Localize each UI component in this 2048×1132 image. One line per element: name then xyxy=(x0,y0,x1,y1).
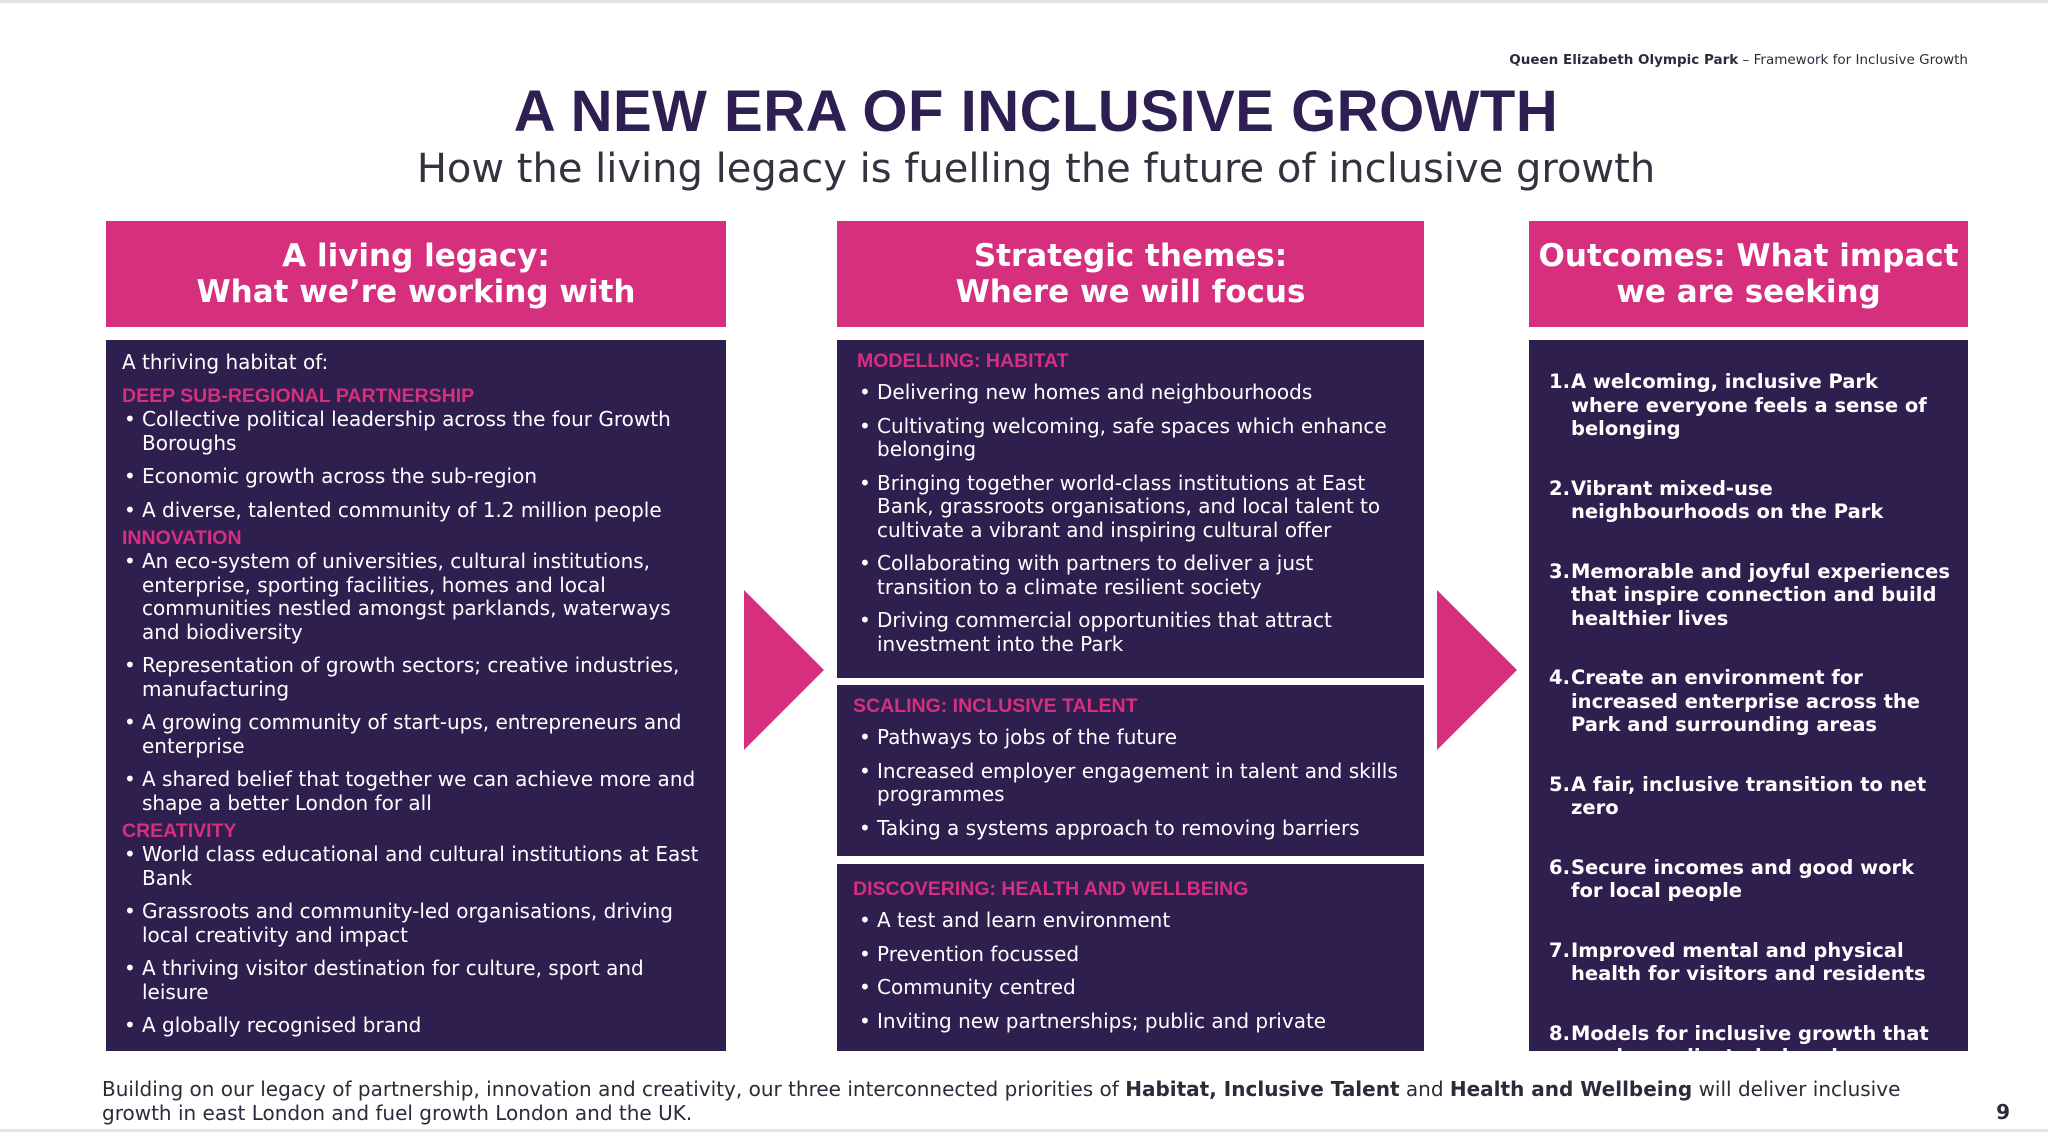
partnership-section-title: DEEP SUB-REGIONAL PARTNERSHIP xyxy=(122,385,475,407)
footer-habitat: Habitat xyxy=(1125,1077,1210,1101)
themes-header-line2: Where we will focus xyxy=(955,274,1306,310)
arrow-right-icon xyxy=(1437,590,1517,750)
outcome-number: 7. xyxy=(1549,938,1570,962)
talent-theme-list: Pathways to jobs of the future Increased… xyxy=(853,725,1404,841)
outcome-item: 2. Vibrant mixed-use neighbourhoods on th… xyxy=(1549,477,1950,524)
page-number: 9 xyxy=(1996,1100,2010,1124)
list-item: A diverse, talented community of 1.2 mil… xyxy=(122,498,706,523)
outcome-number: 3. xyxy=(1549,559,1570,583)
footer-and: and xyxy=(1399,1077,1450,1101)
outcome-number: 6. xyxy=(1549,855,1570,879)
list-item: A shared belief that together we can ach… xyxy=(122,767,706,815)
footer-comma: , xyxy=(1209,1077,1224,1101)
park-name: Queen Elizabeth Olympic Park xyxy=(1509,52,1739,68)
outcome-text: Improved mental and physical health for … xyxy=(1571,938,1926,986)
footer-text-part1: Building on our legacy of partnership, i… xyxy=(102,1077,1126,1101)
page-title: A NEW ERA OF INCLUSIVE GROWTH xyxy=(513,79,1559,144)
list-item: A growing community of start-ups, entrep… xyxy=(122,710,706,758)
outcome-number: 4. xyxy=(1549,666,1570,689)
list-item: Pathways to jobs of the future xyxy=(857,725,1404,750)
top-rule xyxy=(0,0,2048,3)
footer-text-part2: will deliver inclusive growth in east Lo… xyxy=(102,1077,1901,1125)
footer-health: Health and Wellbeing xyxy=(1449,1077,1693,1101)
list-item: Grassroots and community-led organisatio… xyxy=(122,899,706,947)
outcomes-list: 1. A welcoming, inclusive Park where ever… xyxy=(1549,370,1950,1069)
habitat-theme-panel: MODELLING: HABITAT Delivering new homes … xyxy=(837,340,1424,678)
list-item: An eco-system of universities, cultural … xyxy=(122,549,706,644)
outcomes-column-header: Outcomes: What impact we are seeking xyxy=(1529,221,1968,327)
outcome-text: A fair, inclusive transition to net zero xyxy=(1571,772,1927,820)
legacy-intro: A thriving habitat of: xyxy=(122,350,329,374)
outcomes-header-line1: Outcomes: What impact xyxy=(1538,238,1959,274)
list-item: Collective political leadership across t… xyxy=(122,407,706,455)
list-item: Inviting new partnerships; public and pr… xyxy=(857,1009,1404,1034)
list-item: Driving commercial opportunities that at… xyxy=(857,608,1404,656)
outcome-number: 5. xyxy=(1549,772,1570,796)
creativity-list: World class educational and cultural ins… xyxy=(122,842,706,1038)
list-item: Economic growth across the sub-region xyxy=(122,464,706,489)
outcome-text: Models for inclusive growth that can be … xyxy=(1571,1021,1929,1069)
list-item: World class educational and cultural ins… xyxy=(122,842,706,890)
list-item: Bringing together world-class institutio… xyxy=(857,471,1404,543)
legacy-header-line2: What we’re working with xyxy=(196,274,636,310)
list-item: Collaborating with partners to deliver a… xyxy=(857,551,1404,599)
outcome-item: 7. Improved mental and physical health fo… xyxy=(1549,939,1950,986)
list-item: Delivering new homes and neighbourhoods xyxy=(857,380,1404,405)
outcome-text: Secure incomes and good work for local p… xyxy=(1571,855,1915,903)
legacy-panel: A thriving habitat of: DEEP SUB-REGIONAL… xyxy=(106,340,726,1051)
list-item: A test and learn environment xyxy=(857,908,1404,933)
outcome-text: A welcoming, inclusive Park where everyo… xyxy=(1571,370,1927,440)
innovation-list: An eco-system of universities, cultural … xyxy=(122,549,706,815)
health-theme-title: DISCOVERING: HEALTH AND WELLBEING xyxy=(853,878,1249,900)
outcome-text: Vibrant mixed-use neighbourhoods on the … xyxy=(1571,476,1884,524)
bottom-rule xyxy=(0,1129,2048,1132)
outcome-number: 8. xyxy=(1549,1021,1570,1045)
outcome-item: 4. Create an environment for increased en… xyxy=(1549,666,1950,737)
outcome-number: 1. xyxy=(1549,370,1570,393)
outcomes-header-line2: we are seeking xyxy=(1616,274,1881,310)
outcome-text: Memorable and joyful experiences that in… xyxy=(1571,559,1950,630)
outcome-item: 5. A fair, inclusive transition to net ze… xyxy=(1549,773,1950,820)
outcome-text: Create an environment for increased ente… xyxy=(1571,666,1921,736)
talent-theme-title: SCALING: INCLUSIVE TALENT xyxy=(853,695,1138,717)
legacy-header-line1: A living legacy: xyxy=(282,238,550,274)
themes-column-header: Strategic themes: Where we will focus xyxy=(837,221,1424,327)
list-item: Taking a systems approach to removing ba… xyxy=(857,816,1404,841)
habitat-theme-list: Delivering new homes and neighbourhoods … xyxy=(857,380,1404,656)
list-item: Representation of growth sectors; creati… xyxy=(122,653,706,701)
document-header: Queen Elizabeth Olympic Park – Framework… xyxy=(1509,52,1968,68)
habitat-theme-title: MODELLING: HABITAT xyxy=(857,350,1069,372)
list-item: Prevention focussed xyxy=(857,942,1404,967)
outcome-number: 2. xyxy=(1549,476,1570,500)
health-theme-list: A test and learn environment Prevention … xyxy=(853,908,1404,1034)
health-theme-panel: DISCOVERING: HEALTH AND WELLBEING A test… xyxy=(837,864,1424,1051)
footer-summary: Building on our legacy of partnership, i… xyxy=(102,1077,1962,1125)
list-item: Increased employer engagement in talent … xyxy=(857,759,1404,807)
outcome-item: 1. A welcoming, inclusive Park where ever… xyxy=(1549,370,1950,441)
document-name: Framework for Inclusive Growth xyxy=(1753,52,1968,68)
footer-talent: Inclusive Talent xyxy=(1223,1077,1400,1101)
themes-header-line1: Strategic themes: xyxy=(973,238,1288,274)
outcome-item: 8. Models for inclusive growth that can b… xyxy=(1549,1022,1950,1069)
talent-theme-panel: SCALING: INCLUSIVE TALENT Pathways to jo… xyxy=(837,685,1424,856)
list-item: A thriving visitor destination for cultu… xyxy=(122,956,706,1004)
list-item: Community centred xyxy=(857,975,1404,1000)
legacy-column-header: A living legacy: What we’re working with xyxy=(106,221,726,327)
list-item: A globally recognised brand xyxy=(122,1013,706,1038)
creativity-section-title: CREATIVITY xyxy=(122,820,237,842)
arrow-right-icon xyxy=(744,590,824,750)
header-separator: – xyxy=(1738,52,1754,68)
outcome-item: 3. Memorable and joyful experiences that … xyxy=(1549,560,1950,631)
innovation-section-title: INNOVATION xyxy=(122,527,242,549)
list-item: Cultivating welcoming, safe spaces which… xyxy=(857,414,1404,462)
outcomes-panel: 1. A welcoming, inclusive Park where ever… xyxy=(1529,340,1968,1068)
page-subtitle: How the living legacy is fuelling the fu… xyxy=(416,146,1656,192)
outcome-item: 6. Secure incomes and good work for local… xyxy=(1549,856,1950,903)
partnership-list: Collective political leadership across t… xyxy=(122,407,706,523)
